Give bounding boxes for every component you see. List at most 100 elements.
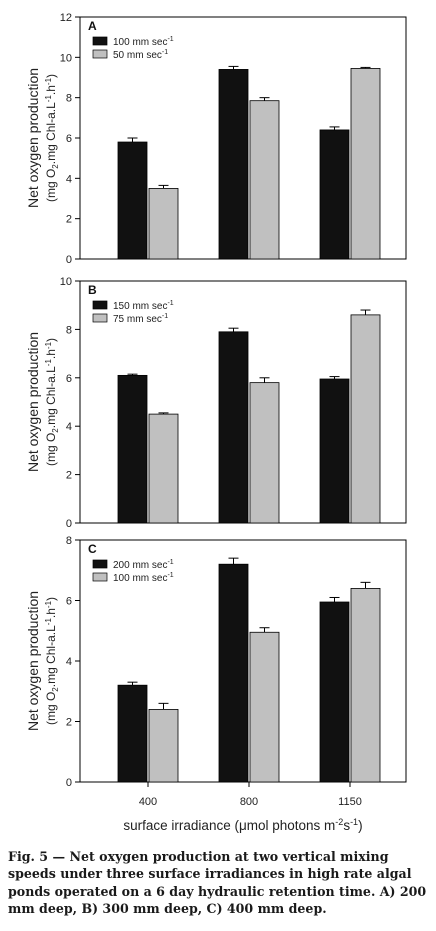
bar (249, 100, 280, 260)
bar (148, 188, 179, 260)
y-tick-label: 10 (60, 276, 72, 288)
y-axis-units: (mg O2.mg Chl-a.L-1.h-1) (44, 338, 60, 466)
caption-lead: Fig. 5 (8, 849, 49, 864)
legend-label: 200 mm sec-1 (113, 559, 174, 571)
y-axis-label: Net oxygen production (25, 68, 41, 208)
legend-series-name: 200 mm sec (113, 560, 167, 571)
y-tick-label: 2 (66, 214, 72, 226)
y-tick-label: 10 (60, 52, 72, 64)
units-part: .h (44, 349, 58, 359)
units-part: ) (44, 338, 58, 342)
bar (350, 588, 381, 783)
bar (249, 631, 280, 783)
bar (249, 382, 280, 524)
legend-superscript: -1 (167, 572, 173, 579)
bar (117, 684, 148, 783)
legend-series-name: 150 mm sec (113, 301, 167, 312)
legend-superscript: -1 (162, 49, 168, 56)
y-tick-label: 4 (66, 173, 72, 185)
xlabel-part: s (343, 818, 350, 833)
bar (218, 563, 249, 783)
units-superscript: -1 (44, 618, 53, 626)
legend-superscript: -1 (167, 36, 173, 43)
units-part: .mg Chl-a.L (44, 366, 58, 428)
legend-swatch (92, 36, 108, 46)
y-tick-label: 0 (66, 254, 72, 266)
y-tick-label: 8 (66, 535, 72, 547)
units-superscript: -1 (44, 359, 53, 367)
units-subscript: 2 (51, 428, 60, 433)
y-axis-units: (mg O2.mg Chl-a.L-1.h-1) (44, 597, 60, 725)
units-superscript: -1 (44, 95, 53, 103)
legend-superscript: -1 (162, 313, 168, 320)
xlabel-part: mol photons m (247, 818, 336, 833)
y-tick-label: 0 (66, 777, 72, 789)
legend-swatch (92, 559, 108, 569)
y-tick-label: 6 (66, 373, 72, 385)
legend-series-name: 75 mm sec (113, 314, 162, 325)
bar (148, 413, 179, 524)
units-part: .h (44, 85, 58, 95)
units-part: ) (44, 74, 58, 78)
legend-label: 150 mm sec-1 (113, 300, 174, 312)
y-tick-label: 4 (66, 656, 72, 668)
bar (148, 709, 179, 783)
y-tick-label: 2 (66, 717, 72, 729)
legend-label: 50 mm sec-1 (113, 49, 168, 61)
legend-superscript: -1 (167, 559, 173, 566)
y-tick-label: 8 (66, 93, 72, 105)
x-tick-label: 800 (240, 796, 258, 808)
units-part: .h (44, 608, 58, 618)
legend-superscript: -1 (167, 300, 173, 307)
units-part: (mg O (44, 692, 58, 725)
xlabel-superscript: -1 (350, 817, 358, 827)
legend-series-name: 100 mm sec (113, 573, 167, 584)
legend-swatch (92, 49, 108, 59)
units-superscript: -1 (44, 77, 53, 85)
bar (350, 314, 381, 524)
legend-swatch (92, 572, 108, 582)
y-tick-label: 8 (66, 324, 72, 336)
units-subscript: 2 (51, 164, 60, 169)
bar (319, 601, 350, 783)
x-axis-label: surface irradiance (μmol photons m-2s-1) (123, 817, 362, 833)
y-tick-label: 0 (66, 518, 72, 530)
caption-dash: — (48, 849, 70, 864)
y-axis-label: Net oxygen production (25, 332, 41, 472)
legend-label: 100 mm sec-1 (113, 36, 174, 48)
bar (218, 69, 249, 260)
units-subscript: 2 (51, 687, 60, 692)
legend-label: 75 mm sec-1 (113, 313, 168, 325)
xlabel-part: surface irradiance ( (123, 818, 239, 833)
xlabel-part: ) (358, 818, 363, 833)
units-part: ) (44, 597, 58, 601)
bar (350, 68, 381, 260)
y-tick-label: 6 (66, 133, 72, 145)
y-tick-label: 2 (66, 470, 72, 482)
legend-swatch (92, 300, 108, 310)
caption-text: Net oxygen production at two vertical mi… (8, 849, 427, 917)
panel-letter: A (88, 19, 97, 33)
x-tick-label: 1150 (338, 796, 362, 808)
units-part: (mg O (44, 433, 58, 466)
x-tick-label: 400 (139, 796, 157, 808)
figure-caption: Fig. 5 — Net oxygen production at two ve… (8, 848, 428, 918)
panel-letter: B (88, 283, 97, 297)
y-axis-label: Net oxygen production (25, 591, 41, 731)
legend-swatch (92, 313, 108, 323)
y-tick-label: 6 (66, 596, 72, 608)
legend-series-name: 100 mm sec (113, 37, 167, 48)
legend-series-name: 50 mm sec (113, 50, 162, 61)
units-part: .mg Chl-a.L (44, 102, 58, 164)
y-tick-label: 4 (66, 421, 72, 433)
units-part: .mg Chl-a.L (44, 625, 58, 687)
xlabel-mu: μ (239, 818, 247, 833)
legend-label: 100 mm sec-1 (113, 572, 174, 584)
units-superscript: -1 (44, 341, 53, 349)
bar (319, 378, 350, 524)
units-superscript: -1 (44, 600, 53, 608)
